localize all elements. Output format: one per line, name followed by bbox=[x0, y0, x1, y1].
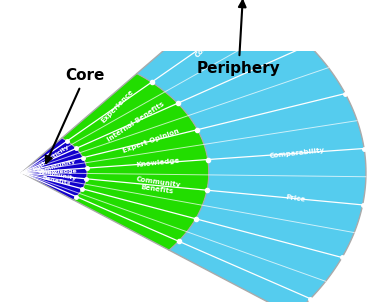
Text: Community: Community bbox=[36, 159, 76, 174]
Text: Internal Benefits: Internal Benefits bbox=[107, 101, 166, 143]
Text: Authenticity: Authenticity bbox=[32, 144, 70, 174]
Text: Experience: Experience bbox=[100, 88, 135, 124]
Text: Community
Benefits: Community Benefits bbox=[135, 176, 181, 195]
Polygon shape bbox=[22, 138, 87, 200]
Text: Periphery: Periphery bbox=[197, 1, 280, 76]
Text: Core: Core bbox=[46, 68, 105, 163]
Text: Price: Price bbox=[286, 194, 306, 203]
Polygon shape bbox=[62, 74, 209, 250]
Polygon shape bbox=[137, 0, 366, 305]
Text: Knowledge: Knowledge bbox=[136, 158, 180, 168]
Text: Knowledge: Knowledge bbox=[38, 169, 77, 175]
Text: Convenience: Convenience bbox=[194, 19, 234, 59]
Text: Expert Opinion: Expert Opinion bbox=[122, 128, 180, 154]
Text: Community
Benefits: Community Benefits bbox=[36, 168, 78, 187]
Text: Comparability: Comparability bbox=[269, 147, 325, 159]
